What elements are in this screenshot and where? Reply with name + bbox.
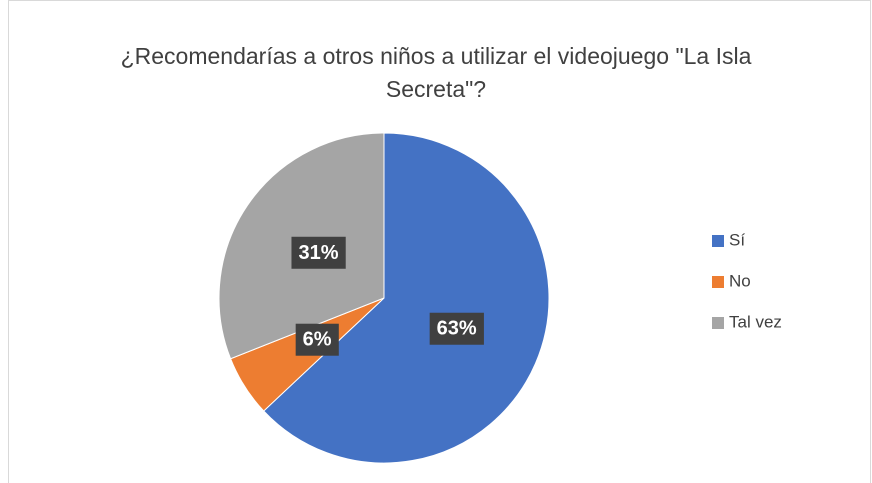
pie-slice (263, 132, 550, 464)
chart-border (8, 0, 871, 483)
legend-label: No (729, 271, 751, 290)
data-label-box (291, 236, 346, 269)
data-label-box (429, 312, 484, 345)
legend-swatch (712, 317, 724, 329)
data-label: 6% (303, 329, 332, 351)
data-label-box (295, 323, 339, 356)
chart-title: ¿Recomendarías a otros niños a utilizar … (120, 43, 752, 102)
legend-swatch (712, 235, 724, 247)
data-label: 63% (437, 318, 477, 340)
legend-label: Sí (729, 230, 745, 249)
legend-swatch (712, 276, 724, 288)
legend-label: Tal vez (729, 312, 782, 331)
data-label: 31% (298, 242, 338, 264)
